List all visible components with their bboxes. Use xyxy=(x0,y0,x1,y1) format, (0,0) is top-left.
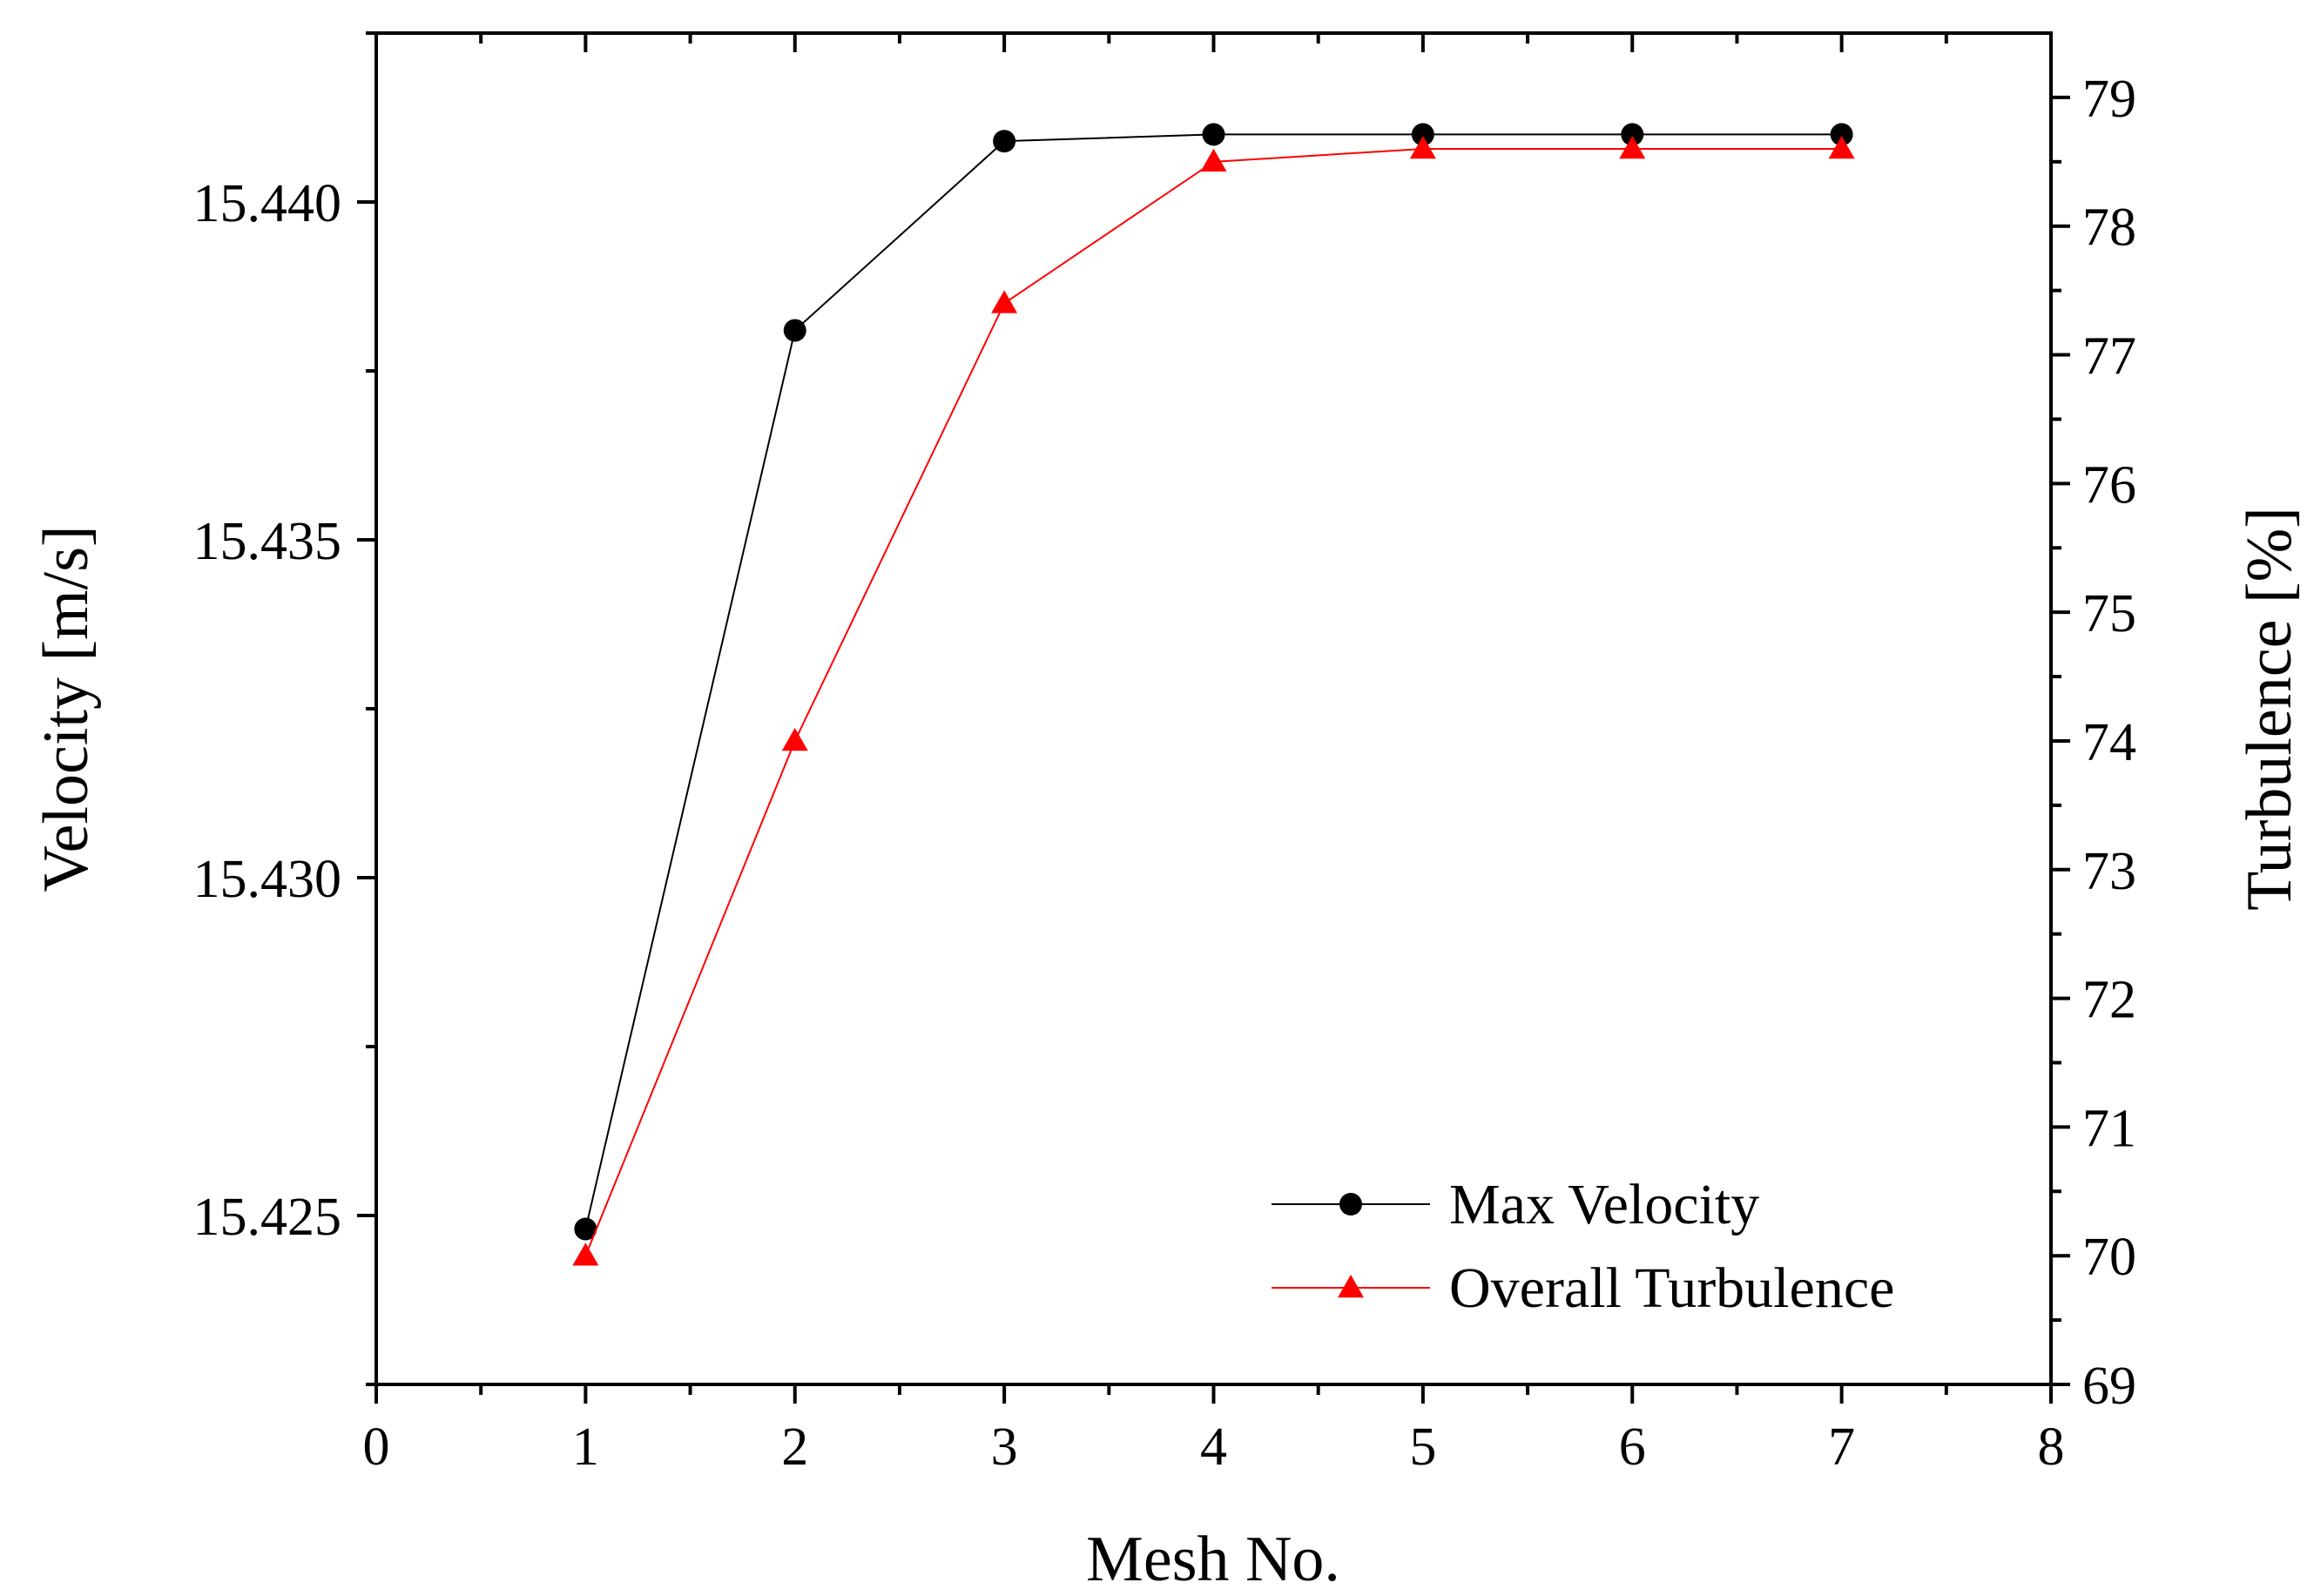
y2-axis-title: Turbulence [%] xyxy=(2234,507,2305,911)
max-velocity-point xyxy=(993,130,1016,153)
x-tick-label: 8 xyxy=(2038,1418,2065,1477)
overall-turbulence-line xyxy=(584,148,1842,1256)
legend-label-max-velocity: Max Velocity xyxy=(1449,1173,1759,1236)
overall-turbulence-point xyxy=(1409,136,1436,159)
y-tick-label: 15.440 xyxy=(193,174,342,233)
plot-frame xyxy=(374,31,2053,1386)
y2-tick-label: 69 xyxy=(2082,1357,2136,1416)
y-tick-label: 15.425 xyxy=(193,1188,342,1247)
x-tick-label: 5 xyxy=(1409,1418,1436,1477)
y2-tick-label: 72 xyxy=(2082,971,2136,1030)
max-velocity-point xyxy=(574,1217,597,1241)
x-axis-title: Mesh No. xyxy=(1086,1524,1340,1595)
max-velocity-line xyxy=(584,133,1842,1229)
y2-tick-label: 74 xyxy=(2082,713,2136,772)
y2-tick-label: 70 xyxy=(2082,1228,2136,1287)
y2-tick-label: 77 xyxy=(2082,327,2136,387)
max-velocity-point xyxy=(783,319,806,342)
y-tick-label: 15.430 xyxy=(193,850,342,909)
y2-tick-label: 73 xyxy=(2082,842,2136,901)
overall-turbulence-point xyxy=(1200,148,1227,172)
y2-tick-label: 79 xyxy=(2082,70,2136,129)
legend-label-overall-turbulence: Overall Turbulence xyxy=(1449,1256,1894,1320)
x-tick-label: 7 xyxy=(1828,1418,1855,1477)
y-tick-label: 15.435 xyxy=(193,512,342,571)
x-tick-label: 0 xyxy=(363,1418,390,1477)
max-velocity-point xyxy=(1830,123,1853,146)
y2-tick-label: 75 xyxy=(2082,584,2136,643)
x-tick-label: 4 xyxy=(1200,1418,1227,1477)
max-velocity-point xyxy=(1202,123,1225,146)
y-axis-right: 69 70 71 72 73 74 75 76 77 78 79 xyxy=(2051,70,2136,1416)
max-velocity-point xyxy=(1621,123,1644,146)
y2-tick-label: 71 xyxy=(2082,1099,2136,1158)
x-tick-label: 6 xyxy=(1619,1418,1646,1477)
overall-turbulence-point xyxy=(1619,136,1646,159)
max-velocity-point xyxy=(1411,123,1434,146)
series-layer xyxy=(572,123,1855,1266)
x-axis: 0 1 2 3 4 5 6 7 8 xyxy=(363,33,2065,1477)
x-tick-label: 1 xyxy=(572,1418,599,1477)
legend: Max Velocity Overall Turbulence xyxy=(1272,1173,1894,1320)
x-tick-label: 3 xyxy=(991,1418,1018,1477)
y-axis-left: 15.425 15.430 15.435 15.440 xyxy=(193,31,376,1386)
y2-tick-label: 76 xyxy=(2082,455,2136,515)
y2-tick-label: 78 xyxy=(2082,199,2136,258)
legend-marker-overall-turbulence xyxy=(1338,1275,1364,1298)
legend-marker-max-velocity xyxy=(1339,1193,1362,1216)
x-tick-label: 2 xyxy=(781,1418,808,1477)
overall-turbulence-point xyxy=(991,290,1018,313)
y-axis-title: Velocity [m/s] xyxy=(30,525,102,892)
overall-turbulence-point xyxy=(572,1242,599,1266)
overall-turbulence-point xyxy=(781,727,808,751)
overall-turbulence-point xyxy=(1828,136,1855,159)
